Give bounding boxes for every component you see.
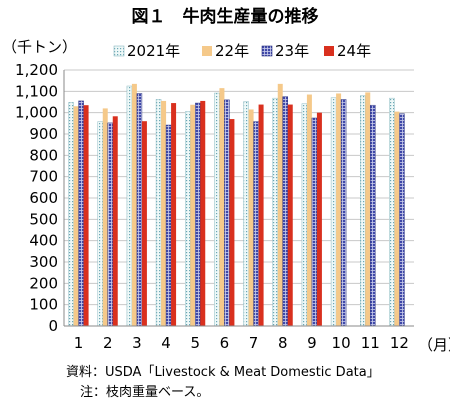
y-tick-label: 1,100: [15, 82, 58, 100]
bar: [229, 119, 235, 326]
y-tick-label: 200: [29, 274, 58, 292]
legend-label: 22年: [215, 42, 249, 60]
legend-label: 2021年: [127, 42, 180, 60]
bar: [272, 97, 278, 327]
axes: 0 100 200 300 400 500 600 700 800 900 1,000 1,100 1,…: [15, 61, 414, 352]
y-tick-label: 100: [29, 296, 58, 314]
x-tick-label: 12: [390, 334, 409, 352]
bar: [155, 99, 162, 327]
bar: [185, 111, 191, 327]
bar: [141, 121, 147, 326]
bar: [399, 113, 405, 327]
bar: [360, 95, 366, 327]
bar: [311, 117, 318, 327]
x-tick-label: 8: [278, 334, 288, 352]
bar: [370, 104, 376, 327]
bar: [78, 100, 84, 327]
y-tick-label: 600: [29, 189, 58, 207]
bar: [282, 96, 288, 327]
bar: [190, 104, 196, 326]
bar: [258, 104, 264, 326]
y-tick-label: 1,000: [15, 104, 58, 122]
bar: [214, 92, 220, 327]
bar: [126, 85, 133, 327]
bar: [336, 93, 342, 326]
bar: [219, 88, 225, 326]
bar: [389, 97, 395, 327]
bar: [394, 111, 400, 326]
x-tick-label: 11: [361, 334, 380, 352]
y-tick-label: 400: [29, 232, 58, 250]
y-tick-label: 900: [29, 125, 58, 143]
source-note: 資料：USDA「Livestock & Meat Domestic Data」: [66, 365, 380, 380]
y-tick-label: 700: [29, 168, 58, 186]
bar: [287, 104, 293, 326]
bar: [306, 94, 312, 327]
bar: [97, 121, 103, 327]
legend-swatch: [113, 45, 125, 57]
x-tick-label: 5: [190, 334, 200, 352]
y-tick-label: 500: [29, 210, 58, 228]
bar: [253, 121, 259, 327]
bar: [316, 112, 322, 327]
x-tick-label: 3: [132, 334, 142, 352]
bar: [102, 108, 108, 327]
bar: [136, 93, 143, 327]
bar: [73, 106, 79, 327]
x-tick-label: 9: [307, 334, 317, 352]
y-axis-label: （千トン）: [2, 38, 77, 56]
bar: [131, 83, 137, 326]
legend-swatch: [261, 45, 273, 57]
bar: [112, 116, 118, 326]
x-tick-label: 6: [220, 334, 230, 352]
x-axis-label: （月）: [418, 336, 450, 354]
bar: [165, 124, 172, 327]
legend-label: 23年: [275, 42, 309, 60]
bar: [171, 103, 177, 326]
bar: [365, 92, 371, 327]
legend-swatch: [324, 46, 334, 56]
bar: [248, 109, 254, 326]
legend-label: 24年: [337, 42, 371, 60]
bar: [277, 83, 283, 326]
bar: [107, 122, 113, 327]
x-tick-label: 1: [74, 334, 84, 352]
chart-title: 図１ 牛肉生産量の推移: [132, 6, 319, 27]
x-tick-label: 2: [103, 334, 113, 352]
bar: [161, 100, 167, 326]
bars: [68, 83, 405, 327]
legend: 2021年 22年 23年 24年: [113, 42, 371, 60]
y-tick-label: 0: [48, 317, 58, 335]
y-tick-label: 1,200: [15, 61, 58, 79]
bar: [195, 102, 201, 327]
footnote: 注：枝肉重量ベース。: [80, 384, 209, 400]
legend-swatch: [202, 46, 212, 56]
x-tick-label: 7: [249, 334, 259, 352]
x-tick-label: 4: [161, 334, 171, 352]
bar: [224, 99, 230, 327]
y-tick-label: 800: [29, 146, 58, 164]
y-tick-label: 300: [29, 253, 58, 271]
bar: [301, 103, 308, 327]
grid: [64, 69, 414, 306]
bar: [340, 99, 347, 327]
bar: [200, 100, 206, 326]
bar: [330, 97, 337, 327]
bar: [243, 101, 249, 327]
bar: [68, 102, 74, 327]
x-tick-label: 10: [332, 334, 351, 352]
bar: [83, 105, 89, 326]
